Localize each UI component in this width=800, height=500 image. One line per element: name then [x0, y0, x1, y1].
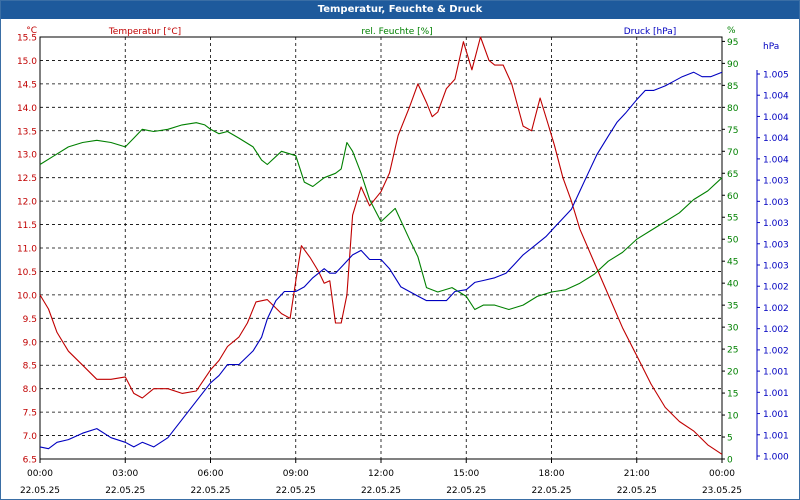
temperature-series-line	[39, 36, 723, 455]
temperature-tick-label: 11.5	[17, 221, 37, 231]
humidity-tick-label: 20	[727, 368, 739, 378]
x-tick-label-time: 12:00	[368, 469, 394, 479]
x-tick-label-time: 03:00	[112, 469, 138, 479]
pressure-series-line	[39, 71, 723, 450]
x-tick-label-time: 00:00	[709, 469, 735, 479]
humidity-tick-label: 80	[727, 104, 739, 114]
pressure-unit: hPa	[763, 42, 779, 52]
humidity-tick-label: 70	[727, 148, 739, 158]
pressure-tick-label: 1.003	[763, 262, 789, 272]
temperature-tick-label: 12.5	[17, 174, 37, 184]
humidity-tick-label: 50	[727, 236, 739, 246]
x-tick-label-time: 06:00	[198, 469, 224, 479]
pressure-tick-label: 1.004	[763, 134, 789, 144]
pressure-tick-label: 1.005	[763, 71, 789, 81]
pressure-tick-label: 1.003	[763, 219, 789, 229]
temperature-tick-label: 14.0	[17, 104, 37, 114]
x-tick-label-date: 22.05.25	[276, 486, 316, 496]
pressure-tick-label: 1.002	[763, 283, 789, 293]
temperature-tick-label: 14.5	[17, 80, 37, 90]
x-tick-label-time: 09:00	[283, 469, 309, 479]
x-tick-label-date: 22.05.25	[531, 486, 571, 496]
pressure-tick-label: 1.000	[763, 453, 789, 463]
humidity-tick-label: 15	[727, 390, 738, 400]
humidity-tick-label: 65	[727, 170, 738, 180]
pressure-axis-title: Druck [hPa]	[624, 27, 677, 37]
humidity-tick-label: 90	[727, 60, 739, 70]
humidity-tick-label: 95	[727, 38, 738, 48]
temperature-tick-label: 9.0	[23, 338, 38, 348]
pressure-tick-label: 1.003	[763, 240, 789, 250]
x-tick-label-date: 22.05.25	[446, 486, 486, 496]
pressure-tick-label: 1.001	[763, 410, 789, 420]
humidity-tick-label: 85	[727, 82, 738, 92]
x-tick-label-date: 22.05.25	[190, 486, 230, 496]
x-tick-label-date: 22.05.25	[617, 486, 657, 496]
humidity-tick-label: 0	[727, 456, 733, 466]
temperature-unit: °C	[26, 26, 37, 36]
temperature-tick-label: 7.5	[23, 409, 37, 419]
x-tick-label-date: 22.05.25	[20, 486, 60, 496]
x-tick-label-time: 00:00	[27, 469, 53, 479]
pressure-tick-label: 1.002	[763, 325, 789, 335]
pressure-tick-label: 1.004	[763, 155, 789, 165]
humidity-tick-label: 25	[727, 346, 738, 356]
temperature-tick-label: 10.0	[17, 291, 37, 301]
humidity-tick-label: 30	[727, 324, 739, 334]
humidity-tick-label: 60	[727, 192, 739, 202]
pressure-tick-label: 1.003	[763, 198, 789, 208]
temperature-tick-label: 7.0	[23, 432, 38, 442]
temperature-tick-label: 6.5	[23, 456, 37, 466]
pressure-tick-label: 1.001	[763, 431, 789, 441]
pressure-tick-label: 1.002	[763, 304, 789, 314]
humidity-unit: %	[727, 26, 736, 36]
pressure-tick-label: 1.003	[763, 177, 789, 187]
temperature-tick-label: 15.5	[17, 34, 37, 44]
temperature-axis-title: Temperatur [°C]	[108, 27, 181, 37]
x-tick-label-time: 15:00	[453, 469, 479, 479]
pressure-tick-label: 1.001	[763, 368, 789, 378]
temperature-tick-label: 8.5	[23, 362, 37, 372]
temperature-tick-label: 11.0	[17, 245, 37, 255]
humidity-tick-label: 35	[727, 302, 738, 312]
x-tick-label-date: 22.05.25	[105, 486, 145, 496]
temperature-tick-label: 12.0	[17, 198, 37, 208]
humidity-tick-label: 40	[727, 280, 739, 290]
temperature-tick-label: 10.5	[17, 268, 37, 278]
humidity-tick-label: 5	[727, 434, 733, 444]
x-tick-label-date: 22.05.25	[361, 486, 401, 496]
pressure-tick-label: 1.004	[763, 92, 789, 102]
temperature-tick-label: 15.0	[17, 57, 37, 67]
humidity-tick-label: 45	[727, 258, 738, 268]
humidity-series-line	[39, 122, 723, 311]
humidity-tick-label: 75	[727, 126, 738, 136]
humidity-tick-label: 55	[727, 214, 738, 224]
pressure-tick-label: 1.002	[763, 346, 789, 356]
pressure-tick-label: 1.004	[763, 113, 789, 123]
temperature-tick-label: 13.5	[17, 127, 37, 137]
window-title: Temperatur, Feuchte & Druck	[1, 1, 799, 19]
temperature-tick-label: 13.0	[17, 151, 37, 161]
humidity-tick-label: 10	[727, 412, 739, 422]
x-tick-label-time: 21:00	[624, 469, 650, 479]
temperature-tick-label: 9.5	[23, 315, 37, 325]
pressure-tick-label: 1.001	[763, 389, 789, 399]
x-tick-label-time: 18:00	[539, 469, 565, 479]
temperature-tick-label: 8.0	[23, 385, 38, 395]
x-tick-label-date: 23.05.25	[702, 486, 742, 496]
humidity-axis-title: rel. Feuchte [%]	[361, 27, 432, 37]
